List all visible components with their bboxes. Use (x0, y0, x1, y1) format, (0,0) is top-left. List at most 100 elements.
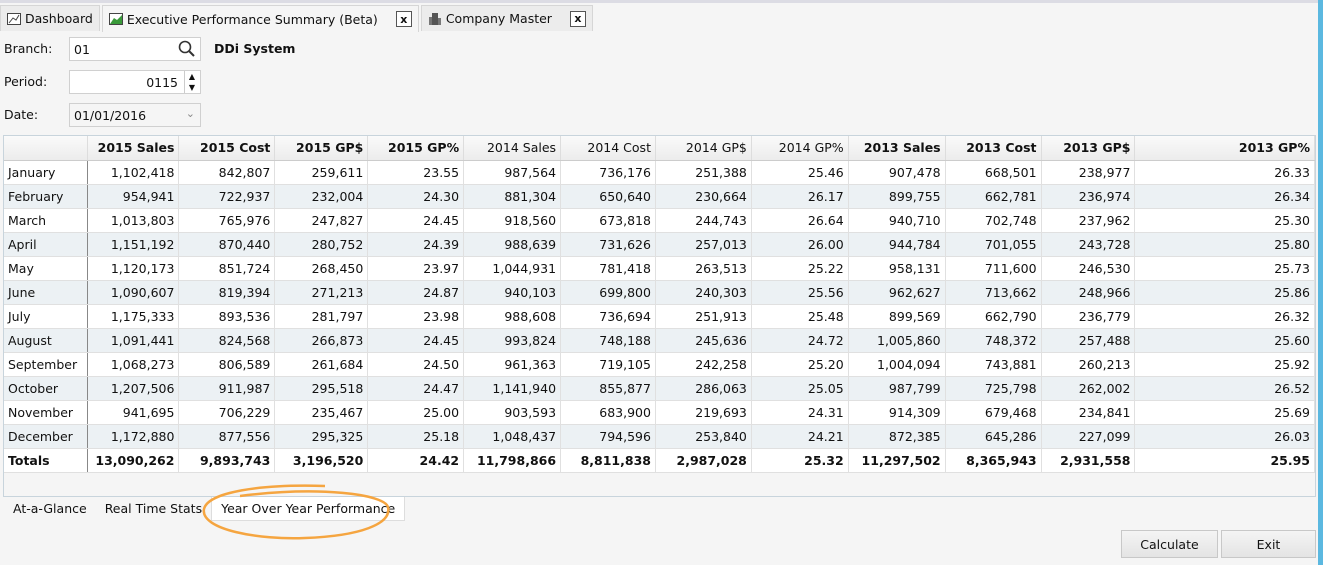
table-cell: 25.56 (751, 280, 849, 305)
exit-button[interactable]: Exit (1221, 530, 1316, 558)
table-cell: 748,188 (560, 328, 656, 353)
table-row[interactable]: November 941,695 706,229 235,467 25.00 903,59… (4, 400, 1315, 425)
tab-at-a-glance[interactable]: At-a-Glance (13, 501, 87, 516)
tab-company-master[interactable]: Company Master x (420, 5, 593, 31)
tab-dashboard[interactable]: Dashboard (0, 5, 100, 31)
table-cell: 219,693 (655, 400, 752, 425)
tab-year-over-year-performance[interactable]: Year Over Year Performance (211, 497, 406, 521)
close-tab-button[interactable]: x (569, 10, 586, 27)
table-cell: 24.45 (367, 208, 465, 233)
row-label: January (4, 160, 89, 185)
table-cell: 1,004,094 (848, 352, 946, 377)
column-header[interactable]: 2015 Cost (178, 136, 276, 161)
table-cell: 25.32 (751, 448, 849, 473)
table-cell: 736,694 (560, 304, 656, 329)
table-row[interactable]: June 1,090,607 819,394 271,213 24.87 940,103 6… (4, 280, 1315, 305)
table-cell: 872,385 (848, 424, 946, 449)
table-cell: 26.17 (751, 184, 849, 209)
row-label: November (4, 400, 89, 425)
column-header[interactable] (4, 136, 89, 161)
search-icon[interactable] (178, 40, 196, 61)
table-row[interactable]: May 1,120,173 851,724 268,450 23.97 1,044,931… (4, 256, 1315, 281)
arrow-down-icon[interactable]: ▼ (188, 83, 196, 92)
table-cell: 257,013 (655, 232, 752, 257)
column-header[interactable]: 2014 Cost (560, 136, 656, 161)
column-header[interactable]: 2014 Sales (463, 136, 562, 161)
date-label: Date: (4, 107, 39, 122)
table-cell: 962,627 (848, 280, 946, 305)
table-cell: 236,974 (1041, 184, 1136, 209)
table-cell: 940,710 (848, 208, 946, 233)
branch-input[interactable]: 01 (69, 37, 201, 61)
table-cell: 244,743 (655, 208, 752, 233)
chart-icon (7, 12, 21, 25)
table-cell: 722,937 (178, 184, 276, 209)
tab-executive-performance-summary[interactable]: Executive Performance Summary (Beta) x (101, 5, 419, 32)
table-cell: 2,931,558 (1041, 448, 1136, 473)
table-row[interactable]: April 1,151,192 870,440 280,752 24.39 988,639… (4, 232, 1315, 257)
column-header[interactable]: 2013 GP$ (1041, 136, 1136, 161)
column-header[interactable]: 2013 Cost (945, 136, 1042, 161)
table-row[interactable]: February 954,941 722,937 232,004 24.30 881,30… (4, 184, 1315, 209)
table-row[interactable]: August 1,091,441 824,568 266,873 24.45 993,82… (4, 328, 1315, 353)
table-cell: 8,811,838 (560, 448, 656, 473)
tab-label: Company Master (445, 11, 552, 26)
table-cell: 253,840 (655, 424, 752, 449)
tab-real-time-stats[interactable]: Real Time Stats (104, 501, 203, 516)
table-cell: 743,881 (945, 352, 1042, 377)
table-cell: 259,611 (274, 160, 369, 185)
column-header[interactable]: 2015 GP% (367, 136, 465, 161)
branch-label: Branch: (4, 41, 53, 56)
column-header[interactable]: 2013 GP% (1134, 136, 1315, 161)
row-label: September (4, 352, 89, 377)
table-cell: 25.30 (1134, 208, 1315, 233)
table-cell: 993,824 (463, 328, 562, 353)
table-cell: 25.46 (751, 160, 849, 185)
table-cell: 25.18 (367, 424, 465, 449)
column-header[interactable]: 2014 GP$ (655, 136, 752, 161)
table-row[interactable]: January 1,102,418 842,807 259,611 23.55 987,5… (4, 160, 1315, 185)
row-label: March (4, 208, 89, 233)
table-row[interactable]: March 1,013,803 765,976 247,827 24.45 918,560… (4, 208, 1315, 233)
column-header[interactable]: 2015 GP$ (274, 136, 369, 161)
table-row[interactable]: October 1,207,506 911,987 295,518 24.47 1,141… (4, 376, 1315, 401)
period-input[interactable]: 0115 ▲ ▼ (69, 70, 201, 94)
column-header[interactable]: 2013 Sales (848, 136, 946, 161)
chevron-down-icon[interactable]: ⌄ (185, 107, 195, 120)
table-cell: 246,530 (1041, 256, 1136, 281)
table-cell: 645,286 (945, 424, 1042, 449)
table-row[interactable]: July 1,175,333 893,536 281,797 23.98 988,608 7… (4, 304, 1315, 329)
calculate-button[interactable]: Calculate (1121, 530, 1218, 558)
table-cell: 257,488 (1041, 328, 1136, 353)
table-cell: 881,304 (463, 184, 562, 209)
table-cell: 855,877 (560, 376, 656, 401)
row-label: June (4, 280, 89, 305)
tab-bar: Dashboard Executive Performance Summary … (0, 5, 595, 32)
table-cell: 683,900 (560, 400, 656, 425)
table-cell: 235,467 (274, 400, 369, 425)
row-label: August (4, 328, 89, 353)
table-row[interactable]: September 1,068,273 806,589 261,684 24.50 961… (4, 352, 1315, 377)
table-cell: 25.73 (1134, 256, 1315, 281)
date-picker[interactable]: 01/01/2016 ⌄ (69, 103, 201, 127)
table-cell: 24.42 (367, 448, 465, 473)
period-stepper[interactable]: ▲ ▼ (184, 71, 199, 93)
table-cell: 794,596 (560, 424, 656, 449)
row-label: October (4, 376, 89, 401)
table-cell: 1,141,940 (463, 376, 562, 401)
close-tab-button[interactable]: x (395, 11, 412, 27)
table-cell: 987,564 (463, 160, 562, 185)
table-cell: 940,103 (463, 280, 562, 305)
table-cell: 702,748 (945, 208, 1042, 233)
column-header[interactable]: 2014 GP% (751, 136, 849, 161)
totals-row[interactable]: Totals 13,090,262 9,893,743 3,196,520 24.42 1… (4, 448, 1315, 473)
table-cell: 748,372 (945, 328, 1042, 353)
table-row[interactable]: December 1,172,880 877,556 295,325 25.18 1,04… (4, 424, 1315, 449)
table-cell: 11,798,866 (463, 448, 562, 473)
table-cell: 242,258 (655, 352, 752, 377)
table-cell: 26.32 (1134, 304, 1315, 329)
column-header[interactable]: 2015 Sales (87, 136, 180, 161)
table-cell: 248,966 (1041, 280, 1136, 305)
arrow-up-icon[interactable]: ▲ (188, 72, 196, 81)
table-cell: 25.86 (1134, 280, 1315, 305)
